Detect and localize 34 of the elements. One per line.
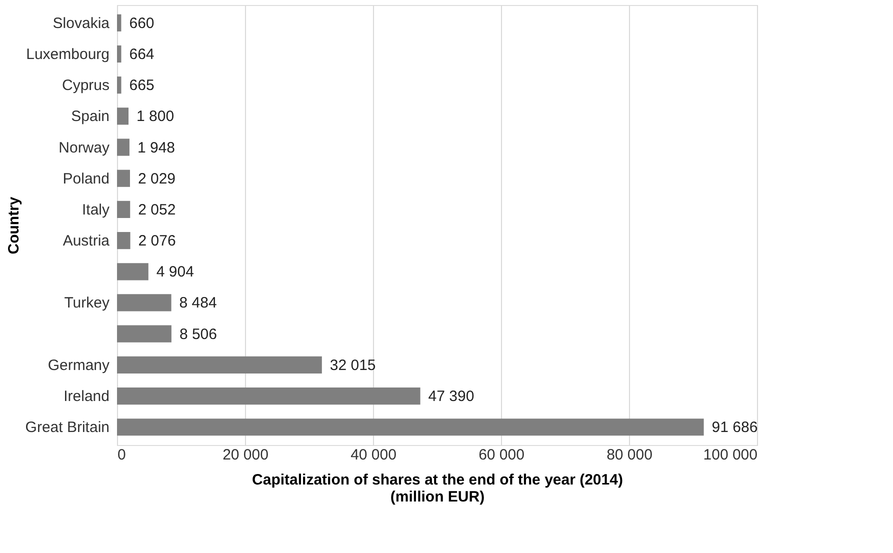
data-label: 660 xyxy=(129,14,154,32)
x-tick-label: 20 000 xyxy=(222,446,268,464)
y-tick-label: Luxembourg xyxy=(26,46,110,63)
y-tick-label: Austria xyxy=(62,232,110,250)
y-tick-label: Spain xyxy=(71,108,110,126)
y-tick-label: Ireland xyxy=(64,388,110,406)
data-label: 664 xyxy=(129,46,154,63)
y-tick-label: Germany xyxy=(48,356,110,374)
data-label: 1 800 xyxy=(136,108,174,126)
y-tick-label: Cyprus xyxy=(62,77,110,94)
data-label: 2 029 xyxy=(138,170,176,188)
data-label: 32 015 xyxy=(330,356,376,374)
data-label: 91 686 xyxy=(712,419,758,436)
data-label: 665 xyxy=(129,77,154,94)
data-label: 8 506 xyxy=(179,326,217,343)
x-tick-label: 60 000 xyxy=(478,446,524,464)
data-label: 47 390 xyxy=(428,388,474,406)
x-tick-label: 100 000 xyxy=(703,446,758,464)
y-axis-title: Country xyxy=(5,196,22,254)
y-tick-label: Italy xyxy=(82,201,110,218)
data-label: 4 904 xyxy=(156,264,194,281)
y-tick-label: Turkey xyxy=(64,294,110,312)
data-label: 2 052 xyxy=(138,201,176,218)
data-label: 2 076 xyxy=(138,232,176,250)
x-axis-title: Capitalization of shares at the end of the year (2014) (million EUR) xyxy=(252,472,623,506)
x-tick-label: 40 000 xyxy=(350,446,396,464)
x-tick-label: 80 000 xyxy=(606,446,652,464)
data-label: 8 484 xyxy=(179,294,217,312)
y-tick-label: Great Britain xyxy=(25,419,110,436)
data-label: 1 948 xyxy=(137,139,176,156)
y-tick-label: Slovakia xyxy=(52,14,110,32)
y-tick-label: Norway xyxy=(58,139,110,156)
y-tick-label: Poland xyxy=(62,170,110,188)
x-tick-label: 0 xyxy=(118,446,126,464)
